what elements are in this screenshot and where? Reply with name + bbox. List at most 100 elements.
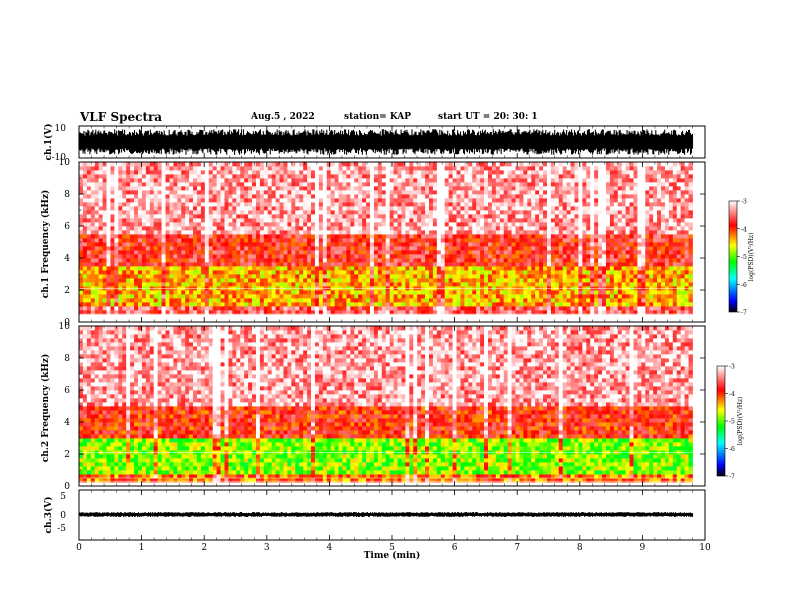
spectrogram-cell xyxy=(578,294,583,299)
spectrogram-cell xyxy=(531,306,536,311)
spectrogram-cell xyxy=(291,198,296,203)
spectrogram-cell xyxy=(523,226,528,231)
spectrogram-cell xyxy=(354,246,359,251)
spectrogram-cell xyxy=(224,310,229,315)
spectrogram-cell xyxy=(106,222,111,227)
spectrogram-cell xyxy=(236,162,241,167)
spectrogram-cell xyxy=(582,250,587,255)
spectrogram-cell xyxy=(527,306,532,311)
spectrogram-cell xyxy=(153,210,159,215)
spectrogram-cell xyxy=(208,290,214,295)
spectrogram-cell xyxy=(118,162,123,167)
spectrogram-cell xyxy=(137,190,143,195)
spectrogram-cell xyxy=(491,234,497,239)
spectrogram-cell xyxy=(122,250,127,255)
spectrogram-cell xyxy=(562,214,568,219)
spectrogram-cell xyxy=(82,210,88,215)
spectrogram-cell xyxy=(275,246,280,251)
spectrogram-cell xyxy=(511,230,516,235)
spectrogram-cell xyxy=(346,258,351,263)
spectrogram-cell xyxy=(582,214,587,219)
spectrogram-cell xyxy=(421,262,426,267)
spectrogram-cell xyxy=(586,242,591,247)
spectrogram-cell xyxy=(82,238,88,243)
spectrogram-cell xyxy=(503,274,509,279)
spectrogram-cell xyxy=(417,262,422,267)
spectrogram-cell xyxy=(248,214,253,219)
spectrogram-cell xyxy=(476,306,481,311)
spectrogram-cell xyxy=(377,206,383,211)
spectrogram-cell xyxy=(311,230,316,235)
spectrogram-cell xyxy=(393,282,398,287)
spectrogram-cell xyxy=(236,214,241,219)
spectrogram-cell xyxy=(216,214,221,219)
spectrogram-cell xyxy=(114,270,119,275)
spectrogram-cell xyxy=(79,310,84,315)
spectrogram-cell xyxy=(299,274,304,279)
spectrogram-cell xyxy=(157,194,162,199)
spectrogram-cell xyxy=(173,214,178,219)
spectrogram-cell xyxy=(275,310,280,315)
spectrogram-cell xyxy=(417,246,422,251)
spectrogram-cell xyxy=(126,178,131,183)
spectrogram-cell xyxy=(354,278,359,283)
spectrogram-cell xyxy=(409,306,414,311)
spectrogram-cell xyxy=(130,302,135,307)
spectrogram-cell xyxy=(279,162,284,167)
spectrogram-cell xyxy=(578,218,583,223)
spectrogram-cell xyxy=(236,210,241,215)
spectrogram-cell xyxy=(106,206,111,211)
spectrogram-cell xyxy=(94,282,100,287)
spectrogram-cell xyxy=(436,278,442,283)
spectrogram-cell xyxy=(570,222,575,227)
spectrogram-cell xyxy=(436,182,442,187)
spectrogram-cell xyxy=(476,262,481,267)
spectrogram-cell xyxy=(173,298,178,303)
spectrogram-cell xyxy=(295,234,300,239)
spectrogram-cell xyxy=(283,230,288,235)
spectrogram-cell xyxy=(287,242,292,247)
spectrogram-cell xyxy=(208,190,214,195)
spectrogram-cell xyxy=(366,198,371,203)
spectrogram-cell xyxy=(558,306,564,311)
spectrogram-cell xyxy=(566,274,571,279)
spectrogram-cell xyxy=(515,278,520,283)
spectrogram-cell xyxy=(157,298,162,303)
spectrogram-cell xyxy=(196,294,202,299)
spectrogram-cell xyxy=(118,210,123,215)
spectrogram-cell xyxy=(259,238,265,243)
spectrogram-cell xyxy=(283,242,288,247)
spectrogram-cell xyxy=(425,226,430,231)
spectrogram-cell xyxy=(413,202,418,207)
spectrogram-cell xyxy=(432,174,438,179)
spectrogram-cell xyxy=(539,238,544,243)
spectrogram-cell xyxy=(578,254,583,259)
spectrogram-cell xyxy=(519,186,524,191)
spectrogram-cell xyxy=(381,222,387,227)
spectrogram-cell xyxy=(161,230,166,235)
spectrogram-cell xyxy=(487,178,493,183)
spectrogram-cell xyxy=(429,190,434,195)
spectrogram-cell xyxy=(334,294,339,299)
spectrogram-cell xyxy=(432,210,438,215)
spectrogram-cell xyxy=(114,186,119,191)
spectrogram-cell xyxy=(134,270,139,275)
spectrogram-cell xyxy=(169,258,174,263)
spectrogram-cell xyxy=(562,278,568,283)
spectrogram-cell xyxy=(436,234,442,239)
spectrogram-cell xyxy=(334,238,339,243)
spectrogram-cell xyxy=(519,222,524,227)
spectrogram-cell xyxy=(377,174,383,179)
spectrogram-cell xyxy=(464,266,469,271)
spectrogram-cell xyxy=(232,194,237,199)
spectrogram-cell xyxy=(181,298,186,303)
spectrogram-cell xyxy=(114,190,119,195)
spectrogram-cell xyxy=(137,214,143,219)
spectrogram-cell xyxy=(173,222,178,227)
spectrogram-cell xyxy=(271,282,277,287)
spectrogram-cell xyxy=(126,218,131,223)
spectrogram-cell xyxy=(240,238,245,243)
spectrogram-cell xyxy=(590,302,595,307)
spectrogram-cell xyxy=(421,238,426,243)
spectrogram-cell xyxy=(444,230,450,235)
